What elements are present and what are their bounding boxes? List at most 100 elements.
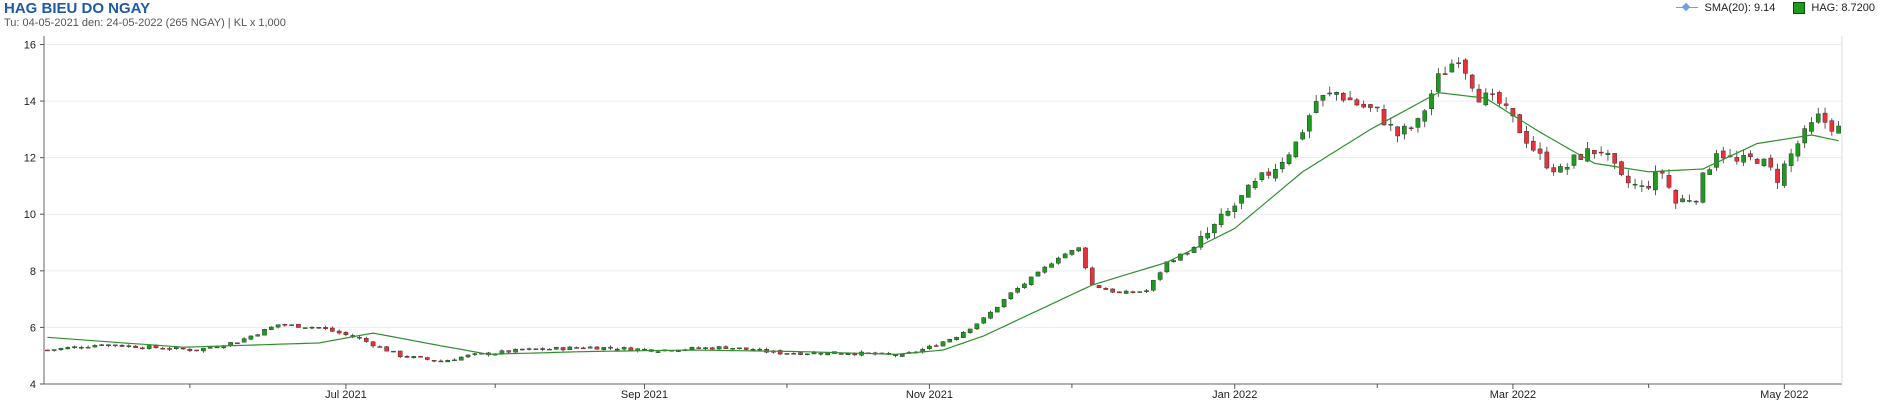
y-tick-label: 16 (24, 39, 36, 51)
candle-body (357, 337, 362, 339)
candle-body (1157, 272, 1163, 280)
candle-body (947, 339, 953, 343)
candle-body (207, 347, 213, 349)
candle-body (1381, 109, 1387, 126)
candle-body (1259, 172, 1265, 180)
candle-body (397, 350, 403, 358)
candle-body (296, 323, 301, 328)
candle-body (1144, 290, 1149, 292)
x-tick-label: Jan 2022 (1212, 389, 1257, 400)
candle-body (1042, 266, 1048, 273)
candle-body (974, 323, 980, 330)
candle-body (777, 350, 783, 355)
candle-body (1497, 92, 1502, 104)
candle-body (1313, 101, 1319, 113)
candle-body (567, 346, 573, 350)
candle-body (1273, 169, 1278, 179)
legend-sma-label: SMA(20): 9.14 (1704, 2, 1776, 14)
candle-body (1666, 175, 1672, 188)
candle-body (1612, 153, 1618, 164)
candle-body (391, 350, 396, 353)
candle-body (1517, 114, 1523, 134)
candle-body (1395, 126, 1400, 137)
x-tick-label: Jul 2021 (325, 389, 367, 400)
candle-body (431, 360, 437, 362)
candle-body (1334, 92, 1339, 95)
candle-body (1415, 118, 1421, 128)
candle-body (167, 348, 172, 350)
candle-body (1775, 168, 1780, 183)
candle-body (723, 346, 729, 349)
candle-body (187, 349, 193, 351)
candle-body (1639, 185, 1645, 187)
candle-body (1341, 92, 1346, 101)
candle-body (1829, 120, 1835, 132)
candle-body (174, 347, 179, 349)
candle-body (201, 348, 206, 352)
candle-body (1768, 157, 1774, 168)
candle-body (1741, 155, 1746, 163)
candle-body (1408, 127, 1414, 129)
y-tick-label: 6 (30, 322, 36, 334)
candle-body (1307, 115, 1312, 132)
candle-body (363, 338, 369, 342)
candle-body (458, 356, 464, 361)
candle-body (1286, 154, 1292, 164)
candle-body (1225, 210, 1231, 216)
y-tick-label: 4 (30, 379, 36, 391)
candle-body (615, 348, 620, 351)
candle-body (1653, 171, 1658, 191)
candle-body (1456, 62, 1461, 64)
candle-body (1782, 163, 1787, 186)
candle-body (1761, 158, 1767, 166)
candle-body (533, 348, 539, 350)
candle-body (1585, 148, 1590, 162)
candle-body (1788, 153, 1794, 166)
candle-body (743, 347, 749, 350)
candle-body (268, 326, 274, 331)
candle-body (214, 346, 220, 349)
x-tick-label: Nov 2021 (906, 389, 953, 400)
candle-body (608, 346, 613, 349)
candle-body (642, 348, 647, 351)
candle-body (601, 347, 607, 351)
candle-body (1632, 183, 1638, 186)
candle-body (710, 347, 715, 350)
candle-body (1232, 205, 1238, 212)
candle-body (248, 335, 254, 340)
candle-body (275, 324, 281, 328)
legend-item-sma[interactable]: SMA(20): 9.14 (1676, 2, 1775, 14)
chart-legend: SMA(20): 9.14 HAG: 8.7200 (1676, 2, 1875, 14)
candle-body (750, 349, 756, 351)
candle-body (1490, 93, 1495, 95)
candle-body (961, 332, 966, 338)
candle-body (1422, 110, 1428, 122)
candle-body (628, 347, 634, 351)
candle-body (845, 353, 851, 355)
candle-body (343, 332, 349, 335)
candle-body (99, 344, 104, 346)
candle-body (85, 346, 91, 349)
candle-body (581, 347, 586, 350)
candle-body (58, 348, 64, 350)
candle-body (526, 348, 532, 350)
candle-body (92, 345, 98, 348)
candle-body (499, 350, 505, 354)
legend-item-hag[interactable]: HAG: 8.7200 (1793, 2, 1875, 14)
candle-body (1754, 158, 1760, 164)
candle-body (160, 348, 166, 350)
candle-body (1720, 150, 1726, 159)
candle-body (655, 351, 661, 353)
candle-body (1442, 73, 1448, 75)
candle-body (1646, 186, 1651, 189)
candle-body (1714, 153, 1719, 168)
candle-body (1402, 125, 1407, 135)
candle-body (689, 347, 695, 350)
candle-body (112, 344, 118, 347)
candle-body (757, 348, 763, 351)
candle-body (1198, 235, 1204, 248)
candle-body (1022, 283, 1027, 288)
candle-body (560, 347, 566, 351)
candle-body (241, 338, 247, 343)
